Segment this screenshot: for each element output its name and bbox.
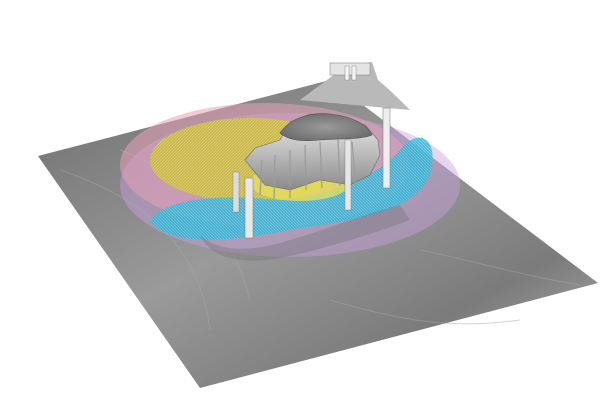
mesa-plateau — [232, 107, 391, 239]
distant-peak — [300, 62, 410, 110]
plume-cyan — [150, 137, 433, 240]
terrain-drape-shadow — [200, 205, 410, 261]
